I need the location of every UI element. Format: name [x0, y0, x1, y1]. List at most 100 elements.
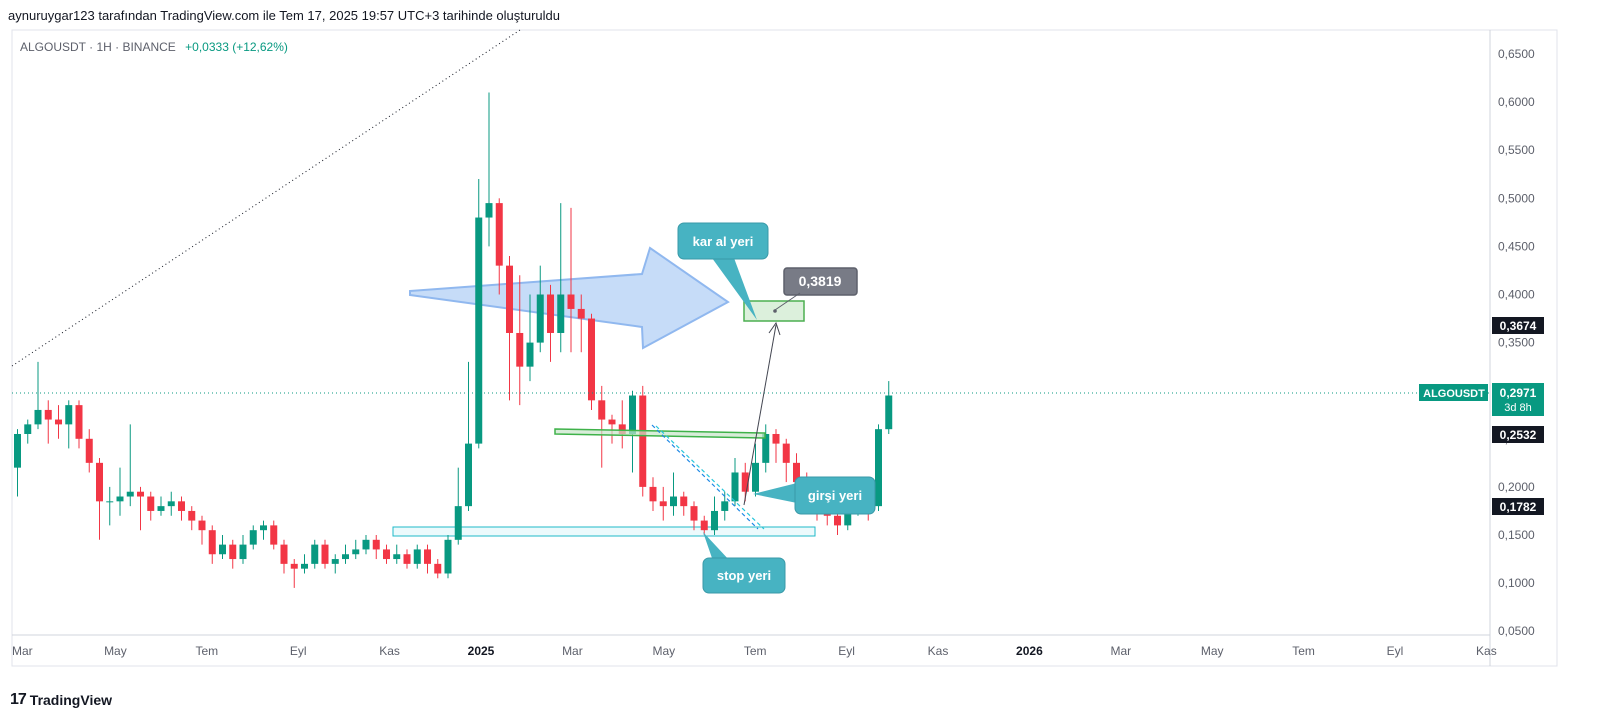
price-badge-0-3674[interactable]: 0,3674: [1492, 317, 1544, 334]
candle: [147, 491, 155, 521]
projection-arrow-line[interactable]: [743, 324, 777, 506]
candle: [659, 486, 667, 521]
candle-body: [475, 217, 483, 444]
candle-body: [844, 510, 852, 526]
callout-stop-yeri[interactable]: stop yeri: [702, 532, 786, 594]
price-badge-0-2532[interactable]: 0,2532: [1492, 426, 1544, 443]
candle-body: [219, 544, 226, 555]
candle: [454, 467, 462, 545]
candle-body: [772, 433, 780, 444]
candle: [249, 525, 257, 550]
x-tick-label: 2026: [1016, 644, 1043, 658]
candle: [24, 419, 32, 444]
candle-body: [526, 342, 534, 367]
tradingview-logo[interactable]: 17 TradingView: [10, 691, 112, 709]
tradingview-logo-text: TradingView: [29, 692, 113, 708]
candle-body: [14, 433, 21, 468]
callout-kar-al-yeri[interactable]: kar al yeri: [677, 222, 769, 320]
price-badge-0-1782[interactable]: 0,1782: [1492, 498, 1544, 515]
y-tick-label: 0,5500: [1498, 143, 1535, 157]
candle-body: [362, 539, 370, 550]
candle: [301, 554, 308, 574]
candle: [393, 544, 401, 564]
candle-body: [34, 409, 42, 425]
badge-text: 0,2532: [1500, 428, 1537, 442]
candle-body: [270, 525, 278, 545]
candle: [208, 525, 216, 564]
candle: [434, 559, 442, 579]
last-price-badge[interactable]: 0,2971 3d 8h: [1492, 383, 1544, 416]
candle-body: [598, 400, 606, 420]
x-tick-label: Tem: [195, 644, 218, 658]
candle: [311, 539, 319, 569]
candle-body: [352, 549, 360, 555]
candle: [331, 554, 339, 574]
candle: [383, 544, 390, 564]
x-tick-label: Mar: [1110, 644, 1131, 658]
callout-box: [677, 222, 769, 260]
target-price-label[interactable]: 0,3819: [773, 267, 858, 313]
x-tick-label: 2025: [468, 644, 495, 658]
symbol-info: ALGOUSDT · 1H · BINANCE: [20, 40, 176, 54]
resistance-band[interactable]: [554, 428, 766, 439]
candle-body: [249, 530, 257, 545]
symbol-legend[interactable]: ALGOUSDT · 1H · BINANCE +0,0333 (+12,62%…: [20, 40, 288, 54]
price-badges: ALGOUSDT 0,2971 3d 8h 0,3674 0,2532 0,17…: [1419, 317, 1544, 515]
candle: [219, 535, 226, 560]
candle-body: [762, 433, 770, 463]
candle-body: [434, 563, 442, 574]
candle: [55, 405, 62, 439]
chart-caption: aynuruygar123 tarafından TradingView.com…: [8, 8, 561, 23]
candle: [321, 539, 329, 569]
candle: [721, 491, 729, 521]
price-axis[interactable]: 0,6500 0,6000 0,5500 0,5000 0,4500 0,4000 0,35…: [1498, 47, 1535, 638]
candle-body: [465, 443, 472, 507]
candle: [137, 486, 144, 531]
countdown-text: 3d 8h: [1504, 402, 1532, 414]
candle: [444, 535, 452, 579]
candle: [342, 544, 349, 564]
candle-body: [342, 554, 349, 560]
candle-body: [147, 496, 155, 511]
x-tick-label: Tem: [1292, 644, 1315, 658]
time-axis[interactable]: Mar May Tem Eyl Kas 2025 Mar May Tem Eyl Kas 2026 Ma…: [12, 644, 1497, 658]
candle: [557, 203, 565, 353]
y-tick-label: 0,6000: [1498, 95, 1535, 109]
target-label-anchor: [773, 309, 777, 313]
falling-wedge-line-2[interactable]: [655, 425, 765, 530]
candle-body: [44, 409, 52, 420]
candle: [762, 424, 770, 473]
last-price-text: 0,2971: [1500, 386, 1537, 400]
candle: [485, 92, 493, 247]
candle-body: [208, 530, 216, 555]
chart-annotations: kar al yeri girşi yeri stop yeri 0,3819: [12, 222, 1490, 594]
symbol-price-badge[interactable]: ALGOUSDT: [1419, 384, 1488, 401]
candle: [239, 535, 247, 564]
target-label-text: 0,3819: [799, 273, 842, 289]
candle: [782, 438, 790, 483]
x-tick-label: May: [1201, 644, 1224, 658]
candle-body: [301, 563, 308, 569]
candle-body: [834, 515, 841, 526]
candle-body: [608, 419, 616, 425]
candle: [649, 477, 657, 511]
candle-body: [495, 203, 503, 266]
x-tick-label: Kas: [928, 644, 949, 658]
candle-body: [239, 544, 247, 560]
candle-body: [557, 294, 565, 333]
candle: [772, 429, 780, 463]
candle: [290, 559, 298, 588]
x-tick-label: May: [652, 644, 675, 658]
trend-line-dotted[interactable]: [11, 29, 521, 367]
callout-giris-yeri[interactable]: girşi yeri: [753, 476, 876, 515]
symbol-badge-box: [1419, 384, 1488, 401]
candle: [588, 313, 595, 410]
candle-body: [55, 419, 62, 425]
candle-body: [721, 501, 729, 511]
falling-wedge-line-1[interactable]: [651, 424, 759, 530]
candle-body: [752, 462, 759, 492]
target-label-box: [783, 267, 858, 296]
support-zone[interactable]: [392, 526, 816, 537]
candle: [260, 520, 267, 540]
